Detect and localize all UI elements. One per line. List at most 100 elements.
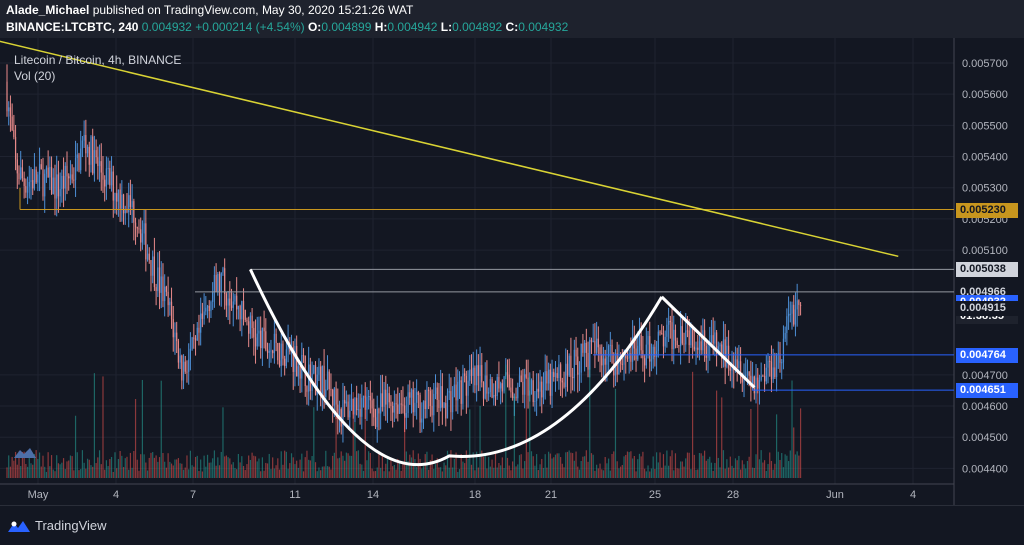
candle-down: [601, 354, 603, 366]
candle-up: [765, 367, 767, 382]
volume-bar: [335, 415, 337, 478]
descending-trendline: [0, 40, 899, 258]
candle-down: [14, 137, 17, 160]
volume-bar: [424, 454, 426, 478]
volume-bar: [606, 463, 608, 478]
volume-legend: Vol (20): [14, 69, 56, 83]
volume-bar: [654, 468, 656, 478]
volume-bar: [134, 399, 137, 478]
volume-bar: [539, 464, 541, 478]
volume-bar: [662, 454, 665, 478]
volume-bar: [457, 471, 459, 478]
candle-down: [126, 209, 128, 213]
volume-bar: [695, 469, 697, 478]
volume-bar: [751, 467, 754, 478]
volume-bar: [304, 457, 306, 478]
volume-bar: [131, 467, 133, 478]
volume-bar: [390, 460, 392, 478]
volume-bar: [587, 461, 589, 478]
volume-bar: [280, 451, 282, 478]
candle-down: [11, 116, 13, 131]
volume-bar: [28, 458, 30, 478]
volume-bar: [242, 465, 245, 478]
candle-up: [787, 313, 790, 317]
volume-bar: [510, 470, 512, 478]
candle-down: [697, 347, 699, 350]
volume-bar: [428, 469, 430, 478]
candle-up: [86, 146, 89, 154]
candle-down: [198, 327, 200, 333]
tradingview-brand[interactable]: TradingView: [8, 518, 107, 533]
candle-down: [284, 358, 286, 366]
volume-bar: [64, 469, 66, 478]
candle-up: [249, 315, 251, 334]
candle-down: [158, 267, 161, 293]
volume-bar: [30, 463, 32, 478]
volume-bar: [290, 453, 293, 478]
volume-bar: [177, 458, 179, 478]
price-chart[interactable]: 0.005700 0.005600 0.005500 0.005400 0.005300…: [0, 38, 1024, 505]
candle-down: [676, 340, 678, 346]
volume-bar: [35, 450, 37, 478]
candle-down: [278, 360, 281, 366]
volume-bar: [117, 458, 120, 478]
candle-down: [153, 256, 156, 288]
volume-bar: [746, 460, 749, 478]
volume-bar: [275, 465, 277, 478]
candle-up: [196, 327, 198, 341]
candle-down: [563, 382, 565, 388]
candle-down: [762, 375, 764, 377]
candle-up: [131, 201, 133, 208]
volume-bar: [282, 464, 284, 478]
volume-bar: [524, 461, 526, 478]
price-change: +0.000214 (+4.54%): [195, 20, 305, 34]
volume-bar: [162, 452, 164, 478]
price-axis-label: 0.005230: [956, 202, 1018, 218]
candle-down: [13, 130, 15, 138]
candle-up: [357, 409, 359, 411]
candle-down: [445, 403, 447, 419]
candle-down: [371, 400, 373, 409]
candle-up: [589, 339, 591, 370]
volume-bar: [452, 467, 454, 478]
candle-down: [155, 287, 157, 292]
candle-up: [758, 380, 761, 389]
candle-up: [608, 346, 610, 357]
candle-down: [470, 369, 473, 376]
volume-bar: [37, 458, 39, 478]
volume-bar: [717, 457, 719, 478]
candle-up: [81, 140, 84, 149]
candle-down: [409, 392, 411, 398]
candle-up: [44, 173, 46, 197]
volume-bar: [397, 458, 399, 478]
publish-line: Alade_Michael published on TradingView.c…: [6, 3, 413, 17]
candle-down: [464, 373, 466, 376]
candle-up: [338, 409, 341, 419]
volume-bar: [489, 466, 491, 478]
symbol: BINANCE:LTCBTC, 240: [6, 20, 139, 34]
candle-down: [85, 134, 87, 154]
candle-up: [146, 253, 149, 260]
volume-bar: [681, 461, 683, 478]
volume-bar: [308, 459, 310, 478]
candle-up: [695, 347, 697, 350]
volume-bar: [122, 467, 125, 478]
volume-bar: [429, 460, 431, 478]
y-tick-label: 0.005700: [962, 58, 1008, 70]
candle-down: [630, 353, 632, 362]
chart-area[interactable]: 0.005700 0.005600 0.005500 0.005400 0.005300…: [0, 38, 1024, 505]
candle-up: [200, 313, 202, 333]
volume-bar: [222, 407, 224, 478]
low-value: 0.004892: [452, 20, 503, 34]
volume-bar: [525, 374, 527, 478]
y-tick-label: 0.005100: [962, 245, 1008, 257]
volume-bar: [253, 455, 255, 478]
candle-down: [621, 363, 623, 365]
candle-down: [561, 380, 563, 383]
author-name[interactable]: Alade_Michael: [6, 3, 90, 17]
candle-up: [414, 402, 416, 413]
candle-up: [751, 376, 754, 388]
volume-bar: [167, 453, 169, 478]
volume-bar: [148, 457, 150, 478]
candle-down: [515, 396, 517, 399]
